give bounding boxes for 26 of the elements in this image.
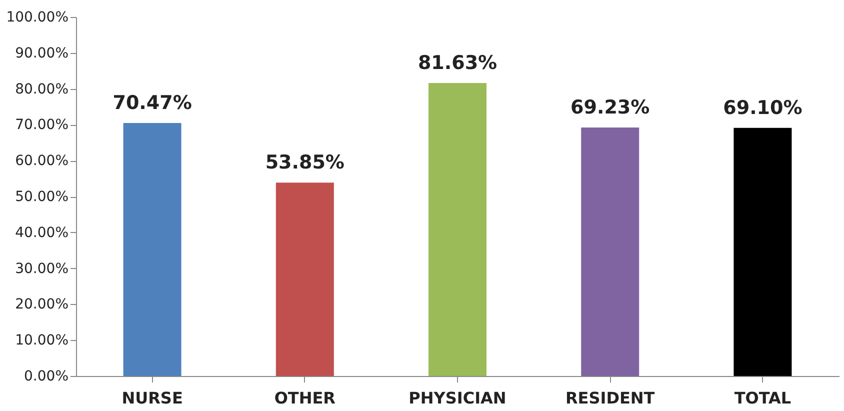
y-tick-label: 20.00% — [15, 296, 68, 313]
x-tick-label: TOTAL — [734, 388, 792, 408]
y-tick-label: 30.00% — [15, 260, 68, 277]
x-tick-label: OTHER — [274, 388, 336, 408]
data-label: 69.10% — [723, 96, 802, 119]
bar — [276, 182, 334, 376]
x-tick-label: RESIDENT — [565, 388, 655, 408]
bar — [581, 127, 640, 376]
y-tick-label: 80.00% — [15, 81, 68, 98]
bar — [123, 123, 182, 376]
y-tick-label: 0.00% — [24, 368, 68, 384]
y-tick-label: 60.00% — [15, 153, 68, 170]
bar — [428, 82, 486, 376]
x-tick-label: PHYSICIAN — [408, 388, 506, 408]
data-label: 53.85% — [265, 152, 344, 174]
data-label: 69.23% — [570, 96, 650, 118]
y-tick-label: 50.00% — [15, 189, 68, 205]
x-tick-label: NURSE — [122, 388, 183, 408]
y-tick-label: 10.00% — [15, 332, 68, 349]
y-tick-label: 40.00% — [15, 224, 68, 241]
y-tick-label: 70.00% — [15, 117, 68, 134]
bar — [734, 128, 792, 376]
y-tick-label: 100.00% — [6, 10, 68, 26]
data-label: 81.63% — [418, 52, 498, 74]
data-label: 70.47% — [112, 92, 192, 114]
y-tick-label: 90.00% — [15, 45, 68, 62]
